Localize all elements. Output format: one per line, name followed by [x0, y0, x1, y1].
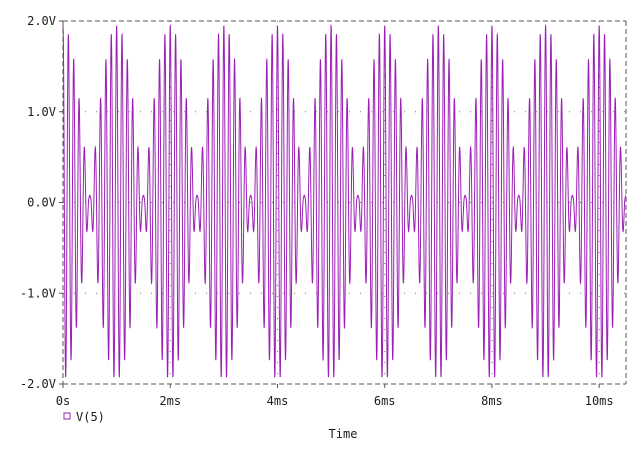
y-tick-label-1: 1.0V [27, 105, 56, 119]
legend: V(5) [63, 410, 105, 424]
legend-label-v5: V(5) [76, 410, 105, 424]
plot-frame [62, 20, 627, 385]
x-tick-label-1: 2ms [159, 394, 181, 408]
y-tick-label-4: -2.0V [20, 377, 56, 391]
x-tick-label-4: 8ms [481, 394, 503, 408]
x-tick-label-2: 4ms [267, 394, 289, 408]
series-layer [62, 23, 627, 378]
y-axis-ticks: 2.0V 1.0V 0.0V -1.0V -2.0V [20, 14, 63, 391]
y-tick-label-2: 0.0V [27, 196, 56, 210]
legend-marker-v5 [63, 412, 71, 420]
series-v5-trace [62, 23, 627, 378]
x-axis-ticks: 0s 2ms 4ms 6ms 8ms 10ms [56, 384, 614, 408]
x-axis-title: Time [329, 427, 358, 441]
x-tick-label-3: 6ms [374, 394, 396, 408]
x-tick-label-0: 0s [56, 394, 70, 408]
y-tick-label-0: 2.0V [27, 14, 56, 28]
y-tick-label-3: -1.0V [20, 286, 56, 300]
x-tick-label-5: 10ms [585, 394, 614, 408]
